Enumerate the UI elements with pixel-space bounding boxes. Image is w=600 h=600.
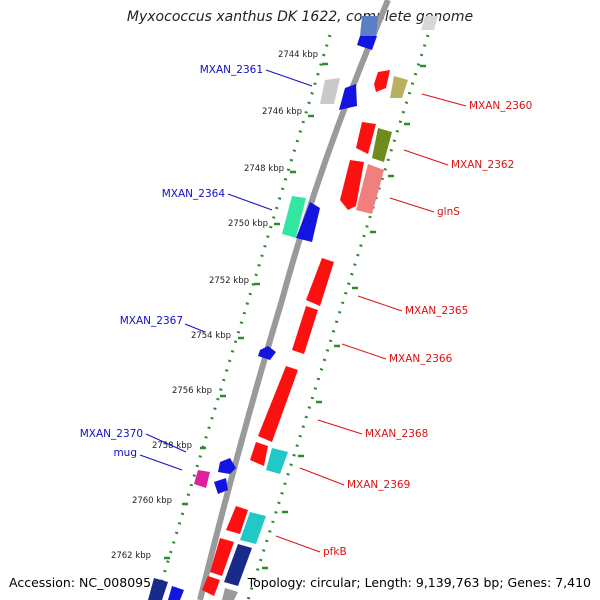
- callout-line: [227, 193, 273, 211]
- gene-feature: [266, 448, 288, 474]
- gene-label-reverse: pfkB: [323, 546, 347, 558]
- gene-feature: [357, 36, 377, 50]
- gene-label-forward: mug: [113, 447, 137, 459]
- map-title: Myxococcus xanthus DK 1622, complete gen…: [126, 9, 474, 25]
- gene-feature: [194, 470, 210, 488]
- gene-feature: [218, 458, 236, 474]
- tick-label: 2748 kbp: [244, 164, 284, 174]
- gene-feature: [339, 84, 357, 110]
- callout-line: [184, 323, 206, 333]
- callout-line: [357, 295, 403, 312]
- callout-line: [317, 419, 363, 435]
- gene-label-reverse: MXAN_2365: [405, 305, 468, 317]
- accession-text: Accession: NC_008095: [9, 575, 152, 590]
- gene-label-reverse: MXAN_2366: [389, 353, 453, 365]
- gene-feature: [258, 346, 276, 360]
- gene-label-reverse: MXAN_2362: [451, 159, 514, 171]
- genome-backbone: [197, 0, 391, 600]
- gene-feature: [240, 512, 266, 544]
- gene-feature: [168, 586, 184, 600]
- gene-feature: [320, 78, 340, 104]
- gene-feature: [222, 588, 238, 600]
- callout-line: [145, 433, 187, 453]
- gene-feature: [421, 16, 438, 30]
- gene-feature: [250, 442, 268, 466]
- gene-feature: [210, 538, 234, 576]
- gene-feature: [224, 544, 252, 586]
- gene-label-reverse: MXAN_2360: [469, 100, 532, 112]
- tick-label: 2760 kbp: [132, 496, 172, 506]
- gene-feature: [356, 122, 376, 154]
- gene-feature: [356, 164, 384, 214]
- gene-feature: [214, 478, 228, 494]
- reverse-callouts: [275, 93, 467, 553]
- gene-feature: [292, 306, 318, 354]
- callout-line: [299, 467, 345, 486]
- gene-label-reverse: MXAN_2368: [365, 428, 428, 440]
- gene-feature: [340, 160, 364, 210]
- gene-features: [148, 16, 438, 600]
- callout-line: [275, 535, 321, 553]
- callout-line: [421, 93, 467, 107]
- callout-line: [265, 69, 313, 87]
- tick-label: 2746 kbp: [262, 107, 302, 117]
- callout-line: [341, 343, 387, 360]
- gene-label-reverse: MXAN_2369: [347, 479, 410, 491]
- callout-line: [403, 149, 449, 166]
- gene-label-forward: MXAN_2370: [80, 428, 143, 440]
- gene-label-forward: MXAN_2367: [120, 315, 183, 327]
- gene-feature: [202, 576, 220, 596]
- tick-label: 2756 kbp: [172, 386, 212, 396]
- gene-feature: [296, 202, 320, 242]
- tick-label: 2744 kbp: [278, 50, 318, 60]
- genome-stats-text: Topology: circular; Length: 9,139,763 bp…: [247, 575, 591, 590]
- forward-callouts: [139, 69, 313, 471]
- gene-label-reverse: glnS: [437, 206, 460, 218]
- tick-label: 2754 kbp: [191, 331, 231, 341]
- callout-line: [389, 197, 435, 213]
- callout-line: [139, 454, 183, 471]
- gene-feature: [390, 76, 408, 98]
- gene-feature: [258, 366, 298, 442]
- gene-label-forward: MXAN_2361: [200, 64, 263, 76]
- gene-feature: [360, 16, 378, 36]
- gene-label-forward: MXAN_2364: [162, 188, 226, 200]
- tick-label: 2752 kbp: [209, 276, 249, 286]
- tick-label: 2762 kbp: [111, 551, 151, 561]
- gene-feature: [282, 196, 306, 238]
- gene-feature: [374, 70, 390, 92]
- tick-marks: [164, 62, 426, 570]
- gene-feature: [226, 506, 248, 534]
- gene-feature: [306, 258, 334, 306]
- tick-label: 2750 kbp: [228, 219, 268, 229]
- gene-feature: [372, 128, 392, 162]
- gene-feature: [148, 578, 168, 600]
